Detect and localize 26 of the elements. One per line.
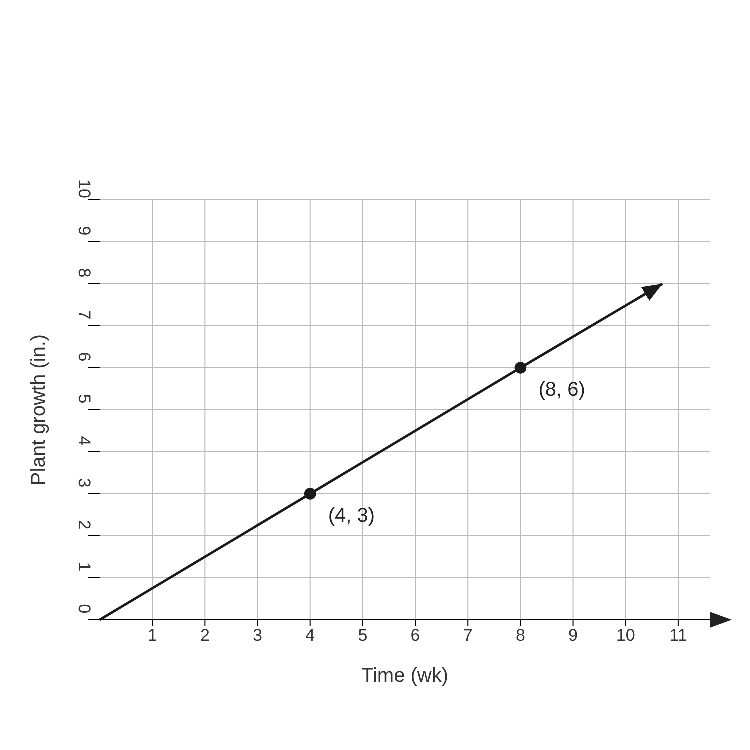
y-tick-label: 9: [75, 226, 94, 236]
y-tick-label: 8: [75, 268, 94, 278]
y-tick-label: 0: [75, 604, 94, 614]
annotation: (4, 3): [328, 505, 376, 527]
annotation: (8, 6): [538, 379, 586, 401]
y-tick-label: 2: [75, 520, 94, 530]
x-tick-label: 6: [410, 626, 420, 646]
y-tick-label: 10: [75, 180, 94, 198]
y-tick-label: 1: [75, 562, 94, 572]
x-tick-label: 5: [358, 626, 368, 646]
y-tick-label: 6: [75, 352, 94, 362]
y-tick-label: 5: [75, 394, 94, 404]
y-tick-label: 3: [75, 478, 94, 488]
x-tick-label: 7: [463, 626, 473, 646]
x-axis-title: Time (wk): [361, 665, 449, 687]
x-tick-label: 2: [200, 626, 210, 646]
y-axis-title: Plant growth (in.): [28, 334, 50, 486]
x-tick-label: 1: [148, 626, 158, 646]
x-tick-label: 11: [670, 626, 688, 646]
x-tick-label: 8: [516, 626, 526, 646]
y-tick-label: 7: [75, 310, 94, 320]
x-tick-label: 4: [306, 626, 316, 646]
x-tick-label: 9: [568, 626, 578, 646]
x-tick-label: 3: [253, 626, 262, 646]
y-tick-label: 4: [75, 436, 94, 446]
x-tick-label: 10: [616, 626, 636, 646]
